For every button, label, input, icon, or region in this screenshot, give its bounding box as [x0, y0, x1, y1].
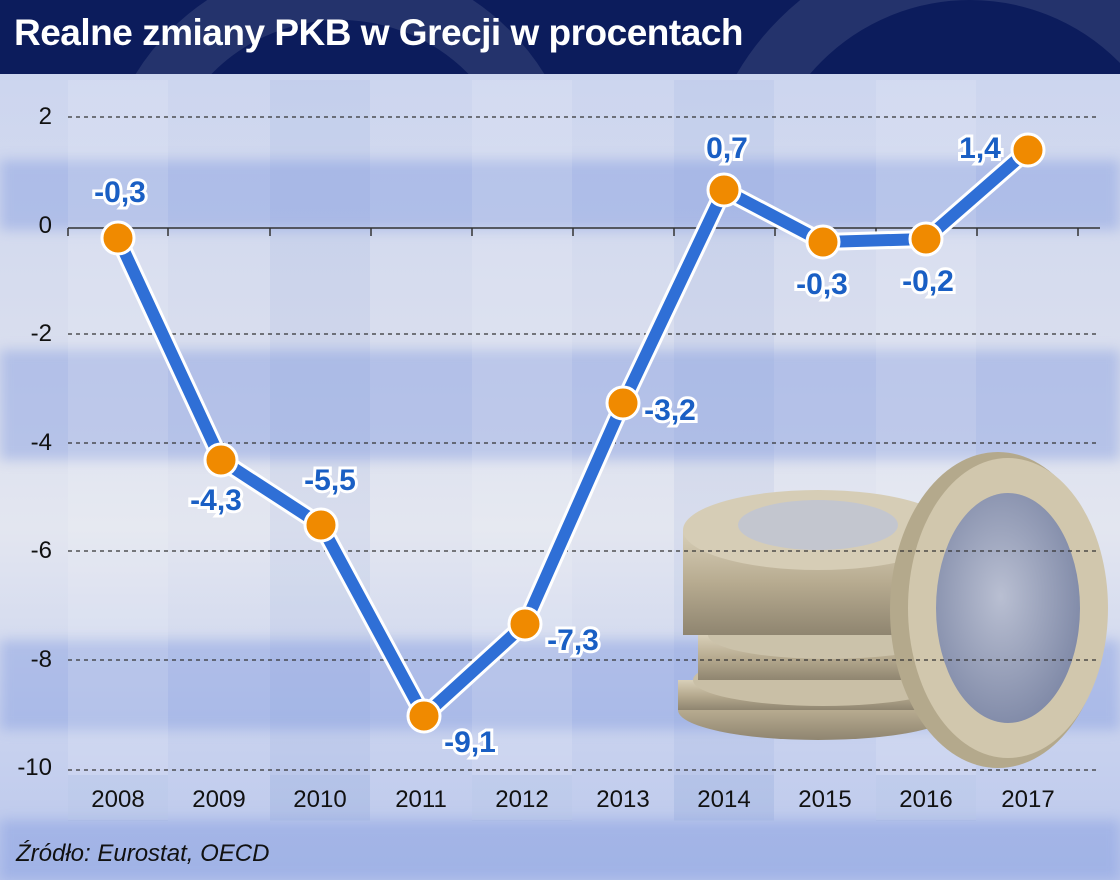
x-band	[270, 775, 370, 821]
title-bar: Realne zmiany PKB w Grecji w procentach	[0, 0, 1120, 74]
data-label: -9,1	[444, 726, 496, 759]
y-tick-label: 0	[38, 212, 52, 239]
x-band	[68, 775, 168, 821]
y-tick-label: -4	[30, 429, 52, 456]
x-tick-label: 2013	[596, 786, 650, 813]
x-tick-label: 2014	[697, 786, 751, 813]
y-tick-label: -6	[30, 537, 52, 564]
data-label: -7,3	[547, 624, 599, 657]
x-tick-label: 2016	[899, 786, 953, 813]
data-label: -5,5	[304, 464, 356, 497]
data-label: 0,7	[706, 132, 748, 165]
x-tick-label: 2012	[495, 786, 549, 813]
euro-coins-image	[668, 440, 1108, 770]
y-tick-label: 2	[38, 103, 52, 130]
chart-title: Realne zmiany PKB w Grecji w procentach	[14, 12, 743, 53]
data-markers	[100, 132, 1046, 734]
x-band	[876, 775, 976, 821]
data-label: -0,2	[902, 265, 954, 298]
x-band	[674, 775, 774, 821]
source-note: Źródło: Eurostat, OECD	[16, 840, 270, 867]
x-tick-label: 2017	[1001, 786, 1055, 813]
data-labels: -0,3 -4,3 -5,5 -9,1 -7,3 -3,2 0,7 -0,3 -…	[91, 129, 1004, 762]
gridlines	[68, 116, 1100, 771]
x-tick-label: 2008	[91, 786, 145, 813]
y-tick-label: -2	[30, 320, 52, 347]
x-tick-label: 2010	[293, 786, 347, 813]
y-tick-label: -10	[17, 754, 52, 781]
data-label: -4,3	[190, 484, 242, 517]
x-tick-label: 2011	[395, 786, 447, 813]
y-tick-label: -8	[30, 646, 52, 673]
data-label: -0,3	[796, 268, 848, 301]
series-line	[112, 145, 1032, 722]
x-tick-label: 2009	[192, 786, 246, 813]
x-tick-label: 2015	[798, 786, 852, 813]
x-band	[472, 775, 572, 821]
data-label: -3,2	[644, 394, 696, 427]
data-label: -0,3	[94, 176, 146, 209]
data-label: 1,4	[959, 132, 1001, 165]
